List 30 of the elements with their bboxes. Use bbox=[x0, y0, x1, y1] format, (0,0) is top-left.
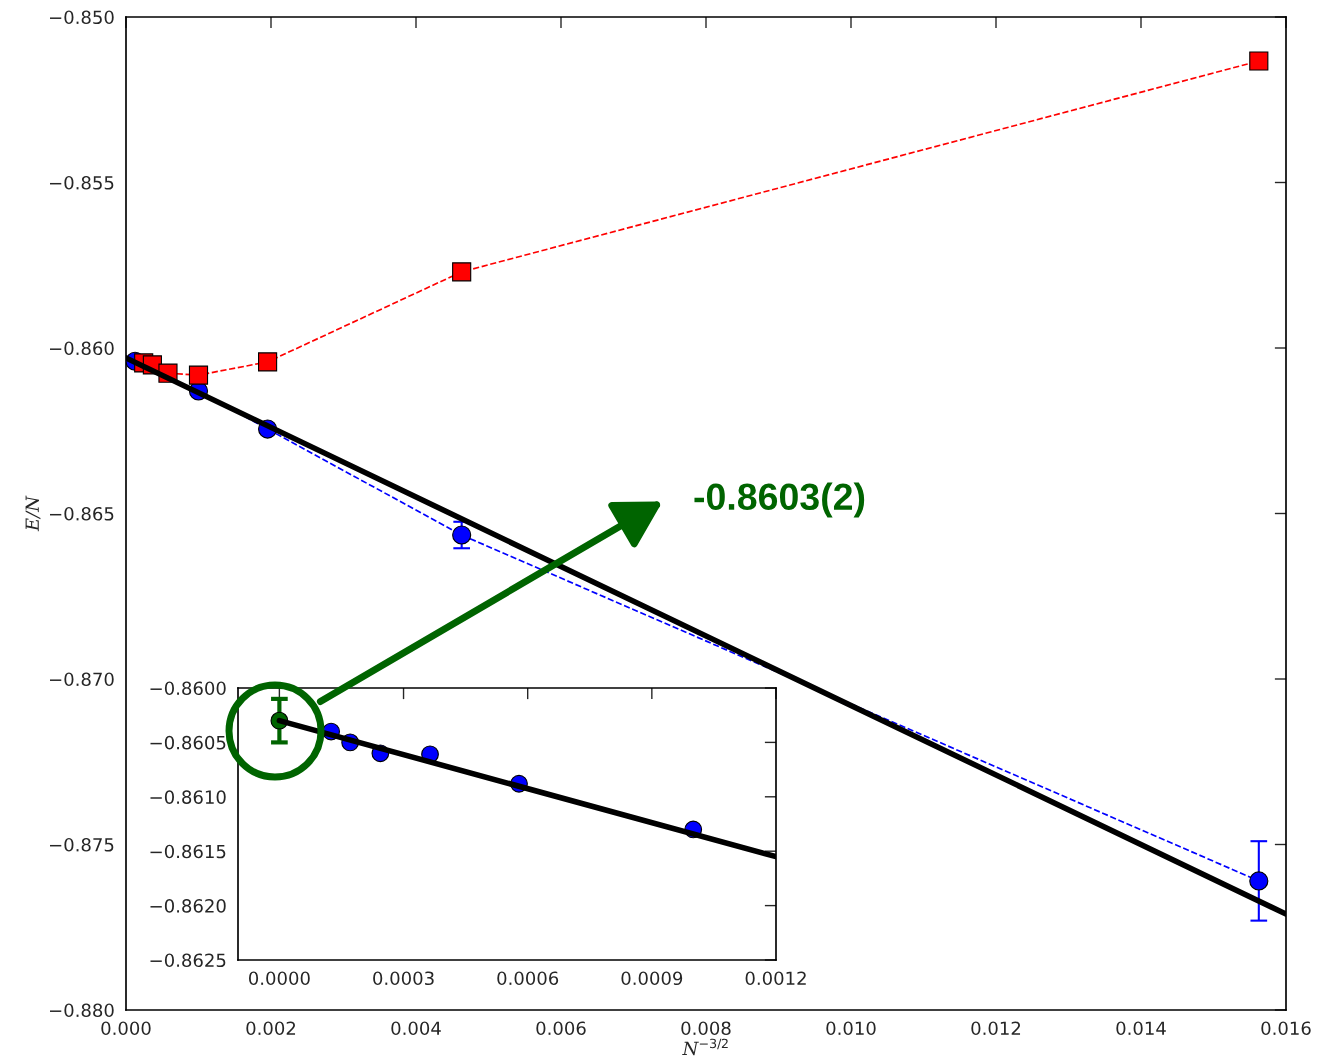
x-tick-label: 0.008 bbox=[681, 1021, 731, 1036]
x-tick-label: 0.0003 bbox=[373, 971, 434, 986]
x-tick-label: 0.0009 bbox=[621, 971, 683, 986]
y-tick-label: −0.8600 bbox=[150, 681, 226, 696]
x-tick-label: 0.0000 bbox=[248, 971, 310, 986]
x-tick-label: 0.012 bbox=[971, 1021, 1021, 1036]
x-tick-label: 0.006 bbox=[536, 1021, 586, 1036]
x-tick-label: 0.014 bbox=[1116, 1021, 1166, 1036]
x-tick-label: 0.010 bbox=[826, 1021, 876, 1036]
y-tick-label: −0.8605 bbox=[150, 735, 226, 750]
x-tick-label: 0.0006 bbox=[497, 971, 559, 986]
y-tick-label: −0.8610 bbox=[150, 790, 226, 804]
y-axis-title: E/N bbox=[25, 495, 41, 532]
annotation: -0.8603(2) bbox=[694, 482, 865, 518]
y-tick-label: −0.865 bbox=[49, 506, 114, 521]
x-tick-label: 0.004 bbox=[391, 1021, 441, 1036]
y-tick-label: −0.850 bbox=[49, 10, 114, 25]
y-tick-label: −0.860 bbox=[49, 341, 114, 356]
x-tick-label: 0.002 bbox=[246, 1021, 296, 1036]
y-tick-label: −0.8625 bbox=[150, 953, 226, 968]
x-tick-label: 0.016 bbox=[1261, 1021, 1311, 1036]
y-tick-label: −0.8615 bbox=[150, 844, 226, 859]
x-tick-label: 0.000 bbox=[101, 1021, 151, 1036]
x-tick-label: 0.0012 bbox=[745, 971, 806, 986]
y-tick-label: −0.855 bbox=[49, 175, 114, 190]
y-tick-label: −0.8620 bbox=[150, 899, 226, 913]
x-axis-title: N$^{−3/2}$ bbox=[682, 1038, 728, 1056]
y-tick-label: −0.870 bbox=[49, 672, 114, 687]
y-tick-label: −0.875 bbox=[49, 837, 114, 852]
y-tick-label: −0.880 bbox=[49, 1003, 114, 1018]
